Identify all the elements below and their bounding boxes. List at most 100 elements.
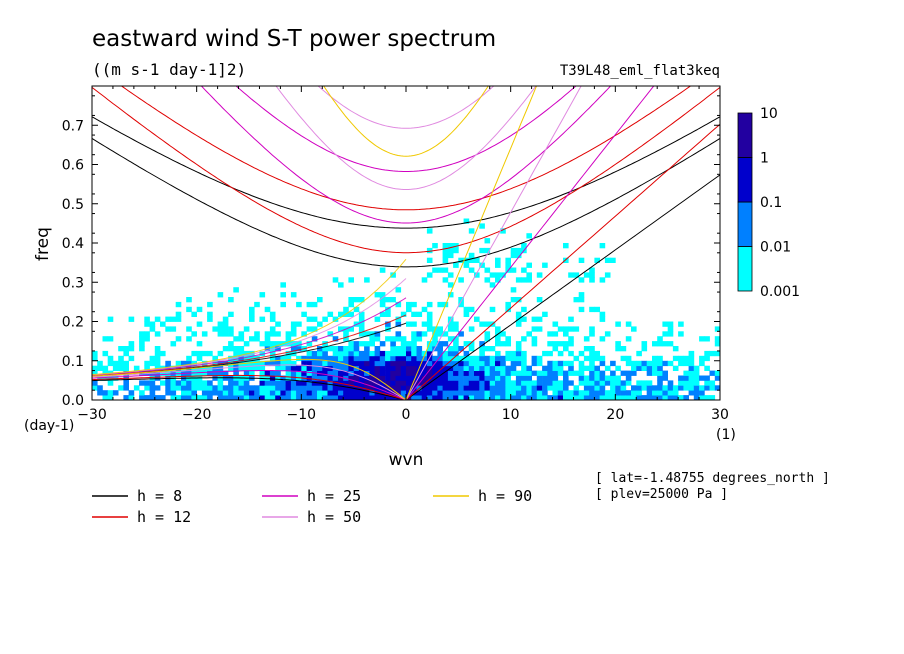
heatmap-cell	[301, 360, 307, 367]
heatmap-cell	[275, 370, 281, 376]
heatmap-cell	[233, 336, 239, 342]
heatmap-cell	[259, 380, 266, 386]
heatmap-cell	[400, 370, 407, 376]
heatmap-cell	[406, 321, 412, 327]
heatmap-cell	[583, 272, 590, 278]
heatmap-cell	[521, 306, 527, 313]
heatmap-cell	[505, 262, 511, 268]
heatmap-cell	[369, 360, 375, 367]
heatmap-cell	[332, 277, 339, 283]
heatmap-cell	[489, 370, 496, 376]
heatmap-cell	[322, 390, 328, 396]
heatmap-cell	[369, 341, 375, 347]
heatmap-cell	[636, 385, 642, 391]
heatmap-cell	[536, 360, 543, 367]
heatmap-cell	[390, 380, 396, 386]
heatmap-cell	[364, 380, 370, 386]
heatmap-cell	[557, 380, 564, 386]
heatmap-cell	[468, 346, 475, 352]
heatmap-cell	[552, 385, 559, 391]
heatmap-cell	[269, 375, 276, 381]
heatmap-cell	[338, 346, 344, 352]
heatmap-cell	[165, 316, 171, 322]
heatmap-cell	[426, 316, 433, 322]
heatmap-cell	[683, 360, 689, 367]
heatmap-cell	[479, 247, 485, 254]
heatmap-cell	[479, 390, 485, 396]
heatmap-cell	[426, 360, 433, 367]
heatmap-cell	[542, 390, 548, 396]
heatmap-cell	[165, 385, 171, 391]
heatmap-cell	[275, 321, 281, 327]
heatmap-cell	[646, 390, 653, 396]
heatmap-cell	[515, 375, 522, 381]
heatmap-cell	[557, 326, 564, 332]
latitude-annotation: [ lat=-1.48755 degrees_north ]	[595, 471, 830, 486]
heatmap-cell	[568, 272, 574, 278]
heatmap-cell	[536, 355, 543, 362]
heatmap-cell	[154, 375, 161, 381]
heatmap-cell	[589, 360, 595, 367]
heatmap-cell	[311, 365, 318, 371]
heatmap-cell	[479, 223, 485, 229]
heatmap-cell	[463, 306, 470, 313]
heatmap-cell	[573, 355, 580, 362]
heatmap-cell	[264, 331, 271, 337]
heatmap-cell	[290, 321, 297, 327]
heatmap-cell	[112, 375, 119, 381]
heatmap-cell	[191, 390, 197, 396]
heatmap-cell	[275, 385, 281, 391]
heatmap-cell	[458, 385, 464, 391]
heatmap-cell	[432, 331, 438, 337]
heatmap-cell	[364, 385, 370, 391]
y-axis-label: freq	[33, 227, 53, 261]
heatmap-cell	[139, 346, 145, 352]
heatmap-cell	[474, 380, 480, 386]
y-tick-label: 0.4	[62, 236, 84, 252]
heatmap-cell	[264, 336, 271, 342]
heatmap-cell	[149, 390, 156, 396]
heatmap-cell	[306, 301, 313, 308]
heatmap-cell	[406, 375, 412, 381]
heatmap-cell	[222, 385, 229, 391]
heatmap-cell	[233, 370, 239, 376]
heatmap-cell	[290, 370, 297, 376]
heatmap-cell	[458, 380, 464, 386]
inertia-gravity-n1-h25	[200, 86, 612, 224]
heatmap-cell	[165, 370, 171, 376]
heatmap-cell	[657, 336, 663, 342]
heatmap-cell	[500, 385, 506, 391]
heatmap-cell	[589, 390, 595, 396]
heatmap-cell	[280, 360, 286, 367]
heatmap-cell	[447, 380, 454, 386]
chart-subtitle: ((m s-1 day-1]2)	[92, 60, 246, 79]
heatmap-cell	[426, 395, 433, 400]
heatmap-cell	[568, 341, 574, 347]
heatmap-cell	[594, 257, 600, 263]
heatmap-cell	[228, 311, 234, 317]
heatmap-cell	[510, 287, 517, 293]
heatmap-cell	[500, 341, 506, 347]
heatmap-cell	[536, 370, 543, 376]
heatmap-cell	[474, 272, 480, 278]
heatmap-cell	[400, 390, 407, 396]
heatmap-cell	[201, 390, 208, 396]
heatmap-cell	[97, 390, 103, 396]
heatmap-cell	[426, 375, 433, 381]
heatmap-cell	[238, 395, 245, 400]
heatmap-cell	[526, 370, 532, 376]
heatmap-cell	[568, 365, 574, 371]
heatmap-cell	[249, 355, 255, 362]
heatmap-cell	[662, 341, 668, 347]
heatmap-cell	[453, 350, 459, 357]
heatmap-cell	[411, 321, 417, 327]
heatmap-cell	[479, 360, 485, 367]
heatmap-cell	[505, 301, 511, 308]
heatmap-cell	[170, 390, 177, 396]
heatmap-cell	[385, 385, 391, 391]
heatmap-cell	[636, 390, 642, 396]
heatmap-cell	[217, 350, 224, 357]
heatmap-cell	[243, 341, 250, 347]
heatmap-cell	[275, 395, 281, 400]
heatmap-cell	[201, 360, 208, 367]
